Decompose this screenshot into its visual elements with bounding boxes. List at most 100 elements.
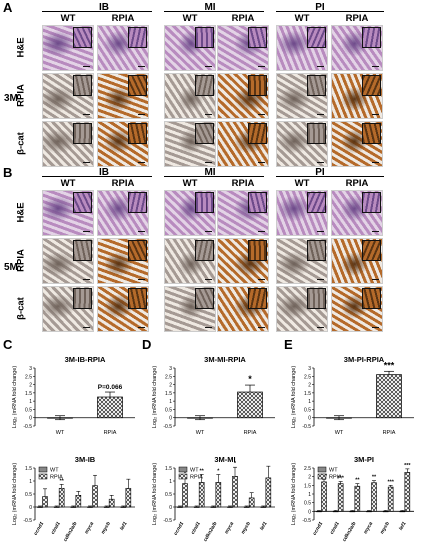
inset-magnification-box: [307, 192, 326, 214]
panelA-col-head-5: RPIA: [345, 13, 369, 24]
y-tick-label: 0.5: [304, 501, 311, 507]
significance-label: **: [200, 469, 205, 475]
panelA-micrograph-r1-c3: [217, 73, 269, 119]
y-tick-label: 1.5: [165, 391, 172, 397]
panelA-row-label-2: β-cat: [15, 132, 27, 155]
y-tick-label: 1.5: [165, 466, 172, 472]
bar-rpia: [354, 485, 361, 512]
inset-magnification-box: [248, 288, 267, 310]
panelA-micrograph-r1-c1: [97, 73, 149, 119]
panelA-micrograph-r1-c4: [276, 73, 328, 119]
legend-swatch-rpia: [38, 473, 48, 480]
significance-label: **: [60, 478, 65, 484]
inset-magnification-box: [73, 240, 92, 262]
chart-title: 3M-MI: [214, 455, 235, 464]
panel-b-pi-line: [276, 176, 384, 177]
bar-wt: [70, 506, 77, 508]
panelB-col-head-2: WT: [182, 178, 198, 189]
chart-title: 3M-IB: [75, 455, 96, 464]
panel-a-mi-line: [164, 11, 264, 12]
panelB-micrograph-r2-c2: [164, 286, 216, 332]
scale-bar: [205, 113, 212, 115]
bar-rpia: [97, 396, 123, 419]
bar-wt: [366, 511, 372, 513]
y-tick-label: 1.5: [304, 391, 311, 397]
scale-bar: [372, 230, 379, 232]
x-tick-label: lef1: [259, 521, 269, 532]
legend-label-wt: WT: [329, 468, 338, 474]
inset-magnification-box: [362, 288, 381, 310]
bar-rpia: [371, 482, 377, 512]
y-tick-label: 3: [29, 366, 32, 372]
x-tick-label: RPIA: [383, 430, 396, 436]
y-axis-label: Log₂ (mRNA fold change): [152, 366, 158, 429]
bar-wt: [103, 506, 110, 508]
y-tick-label: 3: [169, 366, 172, 372]
scale-bar: [205, 326, 212, 328]
panelA-micrograph-r1-c0: [42, 73, 94, 119]
y-tick-label: 0: [308, 416, 311, 422]
panel-a-letter: A: [3, 0, 13, 15]
panelB-micrograph-r2-c5: [331, 286, 383, 332]
scale-bar: [258, 326, 265, 328]
legend-label-wt: WT: [50, 468, 59, 474]
x-tick-label: ctnd1: [50, 521, 62, 536]
panelA-micrograph-r0-c4: [276, 25, 328, 71]
scale-bar: [83, 230, 90, 232]
panelB-micrograph-r1-c3: [217, 238, 269, 284]
chart-title: 3M-PI: [354, 455, 374, 464]
panel-b-letter: B: [3, 165, 13, 180]
panelA-row-label-1: RPIA: [15, 84, 27, 107]
x-tick-label: cdkn2a/b: [342, 521, 358, 543]
panelB-row-label-1: RPIA: [15, 249, 27, 272]
significance-label: ***: [387, 479, 394, 485]
scale-bar: [372, 65, 379, 67]
bar-rpia: [125, 487, 132, 508]
y-tick-label: 0: [29, 505, 32, 511]
scale-bar: [205, 278, 212, 280]
scale-bar: [138, 278, 145, 280]
legend-swatch-wt: [178, 466, 188, 473]
legend-label-rpia: RPIA: [329, 475, 342, 481]
scale-bar: [83, 113, 90, 115]
y-tick-label: 1: [169, 399, 172, 405]
x-tick-label: mycb: [240, 521, 252, 535]
y-tick-label: 2.5: [25, 374, 32, 380]
y-tick-label: 1: [29, 399, 32, 405]
y-tick-label: 2: [308, 383, 311, 389]
panelA-micrograph-r0-c1: [97, 25, 149, 71]
significance-label: ***: [337, 476, 344, 482]
panelA-micrograph-r2-c1: [97, 121, 149, 167]
panelA-micrograph-r0-c2: [164, 25, 216, 71]
y-tick-label: -0.5: [23, 518, 32, 524]
significance-label: *: [217, 469, 220, 475]
scale-bar: [372, 113, 379, 115]
significance-label: P=0.066: [98, 384, 123, 391]
scale-bar: [138, 113, 145, 115]
panelA-col-head-0: WT: [60, 13, 76, 24]
y-tick-label: 3: [308, 366, 311, 372]
legend-swatch-rpia: [317, 473, 327, 480]
legend-swatch-wt: [38, 466, 48, 473]
bar-wt: [332, 511, 339, 513]
y-tick-label: 1.5: [25, 466, 32, 472]
panelA-micrograph-r2-c2: [164, 121, 216, 167]
scale-bar: [372, 278, 379, 280]
panelB-row-label-0: H&E: [15, 202, 27, 223]
inset-magnification-box: [195, 288, 214, 310]
y-tick-label: 0.5: [25, 407, 32, 413]
panelA-micrograph-r2-c4: [276, 121, 328, 167]
y-tick-label: 0.5: [304, 407, 311, 413]
x-tick-label: RPIA: [104, 430, 117, 436]
inset-magnification-box: [362, 75, 381, 97]
panelA-row-label-0: H&E: [15, 37, 27, 58]
bar-rpia: [265, 477, 272, 508]
inset-magnification-box: [362, 192, 381, 214]
scale-bar: [258, 65, 265, 67]
bar-rpia: [376, 374, 402, 419]
bar-wt: [53, 506, 60, 508]
panelB-col-head-5: RPIA: [345, 178, 369, 189]
inset-magnification-box: [248, 123, 267, 145]
bar-wt: [37, 506, 43, 508]
chart-title: 3M-MI-RPIA: [204, 355, 246, 364]
